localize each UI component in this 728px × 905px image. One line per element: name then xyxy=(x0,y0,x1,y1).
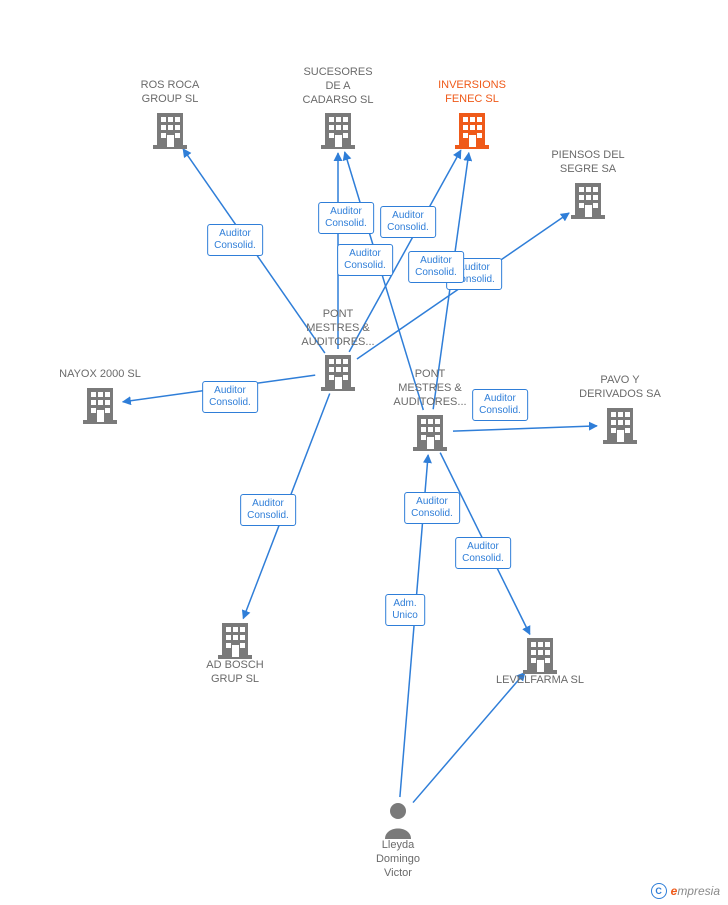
edge-line xyxy=(345,152,424,410)
edge-line xyxy=(400,455,428,797)
edge-line xyxy=(183,149,325,353)
edge-line xyxy=(453,426,597,431)
edge-line xyxy=(243,393,329,618)
edge-line xyxy=(357,213,569,359)
watermark: C empresia xyxy=(651,883,720,899)
copyright-icon: C xyxy=(651,883,667,899)
watermark-brand: empresia xyxy=(671,884,720,898)
edge-line xyxy=(413,672,525,802)
edge-line xyxy=(440,453,530,635)
edge-line xyxy=(123,375,315,402)
graph-edges xyxy=(0,0,728,905)
edge-line xyxy=(349,150,461,352)
